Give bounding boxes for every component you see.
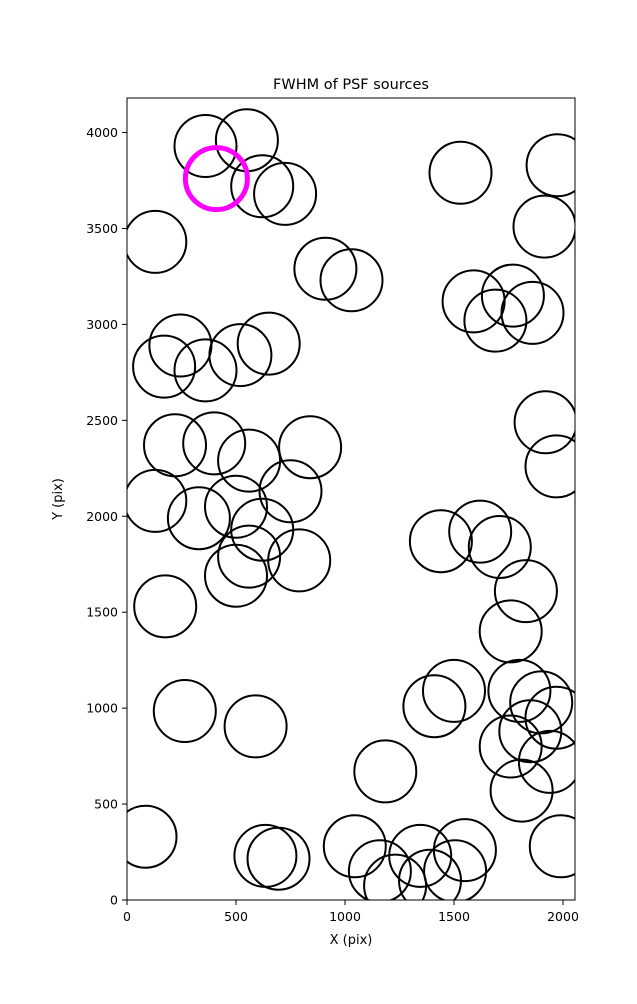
y-tick-label: 1000 — [86, 701, 118, 716]
x-axis-label: X (pix) — [330, 933, 373, 948]
psf-circle — [132, 334, 197, 399]
psf-circle — [467, 515, 532, 579]
psf-circle — [423, 839, 488, 900]
psf-circle — [127, 209, 188, 274]
y-tick-label: 3500 — [86, 221, 118, 236]
psf-circle — [173, 114, 238, 178]
psf-circle — [293, 236, 358, 301]
x-tick-label: 500 — [224, 909, 248, 924]
psf-circle — [487, 658, 552, 723]
psf-circle — [498, 699, 563, 764]
psf-circle — [478, 714, 543, 779]
y-tick-label: 0 — [110, 893, 118, 908]
x-tick-label: 1000 — [329, 909, 361, 924]
psf-circle — [217, 524, 282, 589]
psf-circle — [127, 804, 178, 869]
psf-circle — [432, 818, 497, 883]
psf-circle — [223, 694, 288, 759]
psf-circle — [133, 574, 198, 639]
axes-frame — [126, 97, 576, 901]
psf-circle — [402, 674, 467, 739]
psf-circle — [127, 468, 188, 533]
psf-circle — [214, 108, 279, 173]
psf-circle — [478, 599, 543, 664]
psf-circle — [233, 823, 298, 888]
psf-circle — [166, 486, 231, 551]
psf-circle — [322, 814, 387, 879]
psf-circle — [267, 528, 332, 593]
psf-circle — [204, 474, 268, 539]
psf-circle — [278, 415, 343, 480]
psf-circle — [319, 248, 384, 313]
psf-circle — [398, 848, 462, 900]
psf-circle — [528, 814, 575, 879]
y-tick-label: 500 — [94, 797, 118, 812]
psf-circle — [204, 543, 268, 608]
psf-circle — [408, 509, 473, 574]
x-tick-label: 1500 — [438, 909, 470, 924]
y-axis-label: Y (pix) — [51, 478, 66, 521]
psf-circle — [148, 313, 213, 378]
psf-circle — [246, 826, 311, 891]
psf-circle — [347, 839, 412, 900]
psf-circle — [173, 338, 238, 403]
psf-circle — [500, 280, 565, 345]
y-tick-label: 3000 — [86, 317, 118, 332]
psf-circle — [422, 658, 486, 723]
chart-title: FWHM of PSF sources — [273, 77, 429, 93]
psf-circle — [428, 140, 493, 205]
psf-circle — [480, 263, 545, 328]
psf-circle — [525, 133, 575, 198]
x-tick-label: 2000 — [547, 909, 579, 924]
y-tick-label: 4000 — [86, 125, 118, 140]
psf-circle — [152, 679, 217, 743]
psf-circle — [230, 154, 295, 219]
psf-circle — [363, 853, 428, 900]
psf-circles-group — [127, 108, 575, 900]
highlighted-psf-circle — [182, 145, 250, 213]
psf-circle — [489, 758, 554, 823]
psf-circle — [236, 311, 301, 376]
psf-circle — [524, 434, 575, 499]
psf-circle — [513, 390, 575, 455]
psf-circle — [253, 161, 318, 226]
psf-circle — [230, 497, 295, 562]
psf-circle — [182, 411, 247, 476]
psf-circle — [463, 288, 528, 353]
psf-circle — [493, 559, 558, 624]
psf-circle — [208, 323, 273, 388]
psf-circle — [441, 269, 506, 334]
psf-circle — [517, 729, 575, 794]
psf-circle — [258, 459, 323, 524]
psf-circle — [448, 499, 513, 564]
psf-circle — [217, 428, 282, 493]
y-tick-label: 2000 — [86, 509, 118, 524]
psf-circle — [509, 670, 574, 735]
y-tick-label: 1500 — [86, 605, 118, 620]
psf-circle — [353, 739, 418, 804]
x-tick-label: 0 — [123, 909, 131, 924]
psf-circle — [512, 194, 575, 259]
y-tick-label: 2500 — [86, 413, 118, 428]
psf-circle — [143, 413, 207, 478]
